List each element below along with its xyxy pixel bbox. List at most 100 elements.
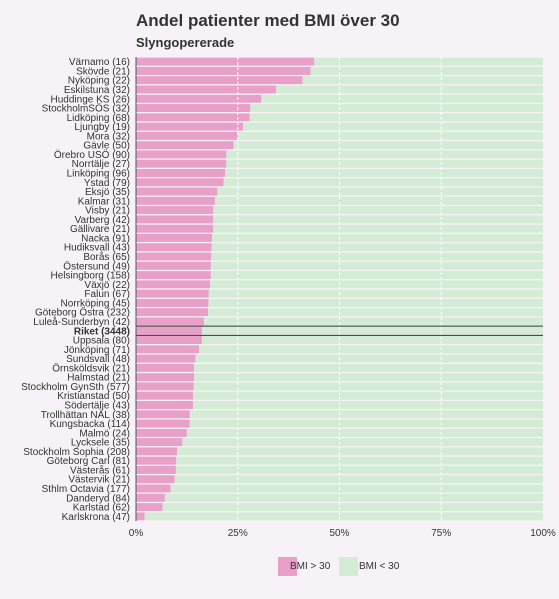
category-label-gavle-50: Gävle (50) [83,141,130,152]
bar-bmi-over-30-linkoping-96 [136,169,226,177]
bar-bmi-under-30-goteborg-ostra-232 [208,308,543,317]
category-label-linkoping-96: Linköping (96) [67,169,130,180]
category-label-kalmar-31: Kalmar (31) [78,196,130,207]
bar-bmi-under-30-kungsbacka-114 [189,419,543,428]
category-label-stockholm-gynsth-577: Stockholm GynSth (577) [21,382,130,393]
bar-bmi-over-30-lycksele-35 [136,438,183,447]
bar-bmi-over-30-vasteras-61 [136,465,176,474]
category-label-sthlm-octavia-177: Sthlm Octavia (177) [42,484,130,495]
category-label-visby-21: Visby (21) [85,206,130,217]
bar-bmi-under-30-orebro-uso-90 [226,150,543,159]
category-label-danderyd-84: Danderyd (84) [66,493,130,504]
bar-bmi-under-30-ljungby-19 [243,122,543,131]
bar-bmi-under-30-eksjo-35 [217,187,543,196]
category-label-malmo-24: Malmö (24) [79,428,130,439]
category-label-eksjo-35: Eksjö (35) [85,187,130,198]
category-label-nacka-91: Nacka (91) [81,233,130,244]
bar-bmi-under-30-stockholmsos-32 [250,104,543,113]
bar-bmi-over-30-mora-32 [136,131,238,140]
bar-bmi-under-30-stockholm-gynsth-577 [193,382,543,391]
category-label-karlskrona-47: Karlskrona (47) [62,512,130,523]
bar-bmi-over-30-jonkoping-71 [136,345,200,354]
bar-bmi-under-30-gavle-50 [233,141,543,150]
bar-bmi-under-30-karlstad-62 [162,503,543,512]
bar-bmi-over-30-sthlm-octavia-177 [136,484,171,493]
bar-bmi-over-30-helsingborg-158 [136,271,211,280]
x-tick-label-2: 50% [329,528,349,539]
category-label-vaxjo-22: Växjö (22) [84,280,130,291]
bar-bmi-under-30-riket-3448 [201,326,543,335]
category-label-mora-32: Mora (32) [87,131,130,142]
bar-bmi-under-30-nykoping-22 [302,76,543,85]
category-label-skovde-21: Skövde (21) [76,66,130,77]
bar-bmi-over-30-lidkoping-68 [136,113,250,122]
category-label-nykoping-22: Nyköping (22) [68,76,130,87]
bar-bmi-under-30-malmo-24 [186,428,543,437]
bar-bmi-over-30-goteborg-carl-81 [136,456,177,465]
bar-bmi-under-30-vastervik-21 [174,475,544,484]
bar-bmi-over-30-varnamo-16 [136,57,315,66]
bar-bmi-over-30-skovde-21 [136,66,311,75]
bar-bmi-under-30-varberg-42 [213,215,543,224]
bar-bmi-over-30-stockholm-sophia-208 [136,447,178,456]
bar-bmi-under-30-boras-65 [211,252,544,261]
bar-bmi-over-30-vastervik-21 [136,475,175,484]
bar-bmi-over-30-malmo-24 [136,428,187,437]
bar-bmi-over-30-norrkoping-45 [136,298,209,307]
category-label-varberg-42: Varberg (42) [75,215,130,226]
bar-bmi-over-30-stockholm-gynsth-577 [136,382,194,391]
bar-bmi-over-30-danderyd-84 [136,493,165,502]
bar-bmi-over-30-karlskrona-47 [136,512,145,521]
bar-bmi-over-30-ornskoldsvik-21 [136,363,195,372]
category-label-jonkoping-71: Jönköping (71) [64,345,130,356]
category-label-orebro-uso-90: Örebro USÖ (90) [54,149,130,161]
bar-bmi-over-30-visby-21 [136,206,214,215]
bar-bmi-under-30-lulea-sunderbyn-42 [203,317,543,326]
category-label-ljungby-19: Ljungby (19) [74,122,130,133]
bar-bmi-over-30-kristianstad-50 [136,391,193,400]
bar-bmi-under-30-skovde-21 [310,66,543,75]
category-label-norrtalje-27: Norrtälje (27) [72,159,130,170]
bar-bmi-over-30-ljungby-19 [136,122,244,131]
legend-swatch-bmi-over-30 [278,557,297,576]
chart-title: Andel patienter med BMI över 30 [136,11,400,30]
bar-bmi-over-30-norrtalje-27 [136,159,227,168]
bar-bmi-under-30-karlskrona-47 [144,512,543,521]
bar-bmi-under-30-halmstad-21 [194,373,544,382]
bar-bmi-under-30-sundsvall-48 [195,354,543,363]
bar-bmi-under-30-jonkoping-71 [199,345,543,354]
category-label-karlstad-62: Karlstad (62) [73,503,130,514]
bar-bmi-over-30-goteborg-ostra-232 [136,308,209,317]
bar-bmi-over-30-kungsbacka-114 [136,419,190,428]
bar-bmi-under-30-varnamo-16 [314,57,543,66]
bar-bmi-under-30-lycksele-35 [182,438,543,447]
bar-bmi-under-30-lidkoping-68 [249,113,544,122]
bar-bmi-under-30-hudiksvall-43 [211,243,543,252]
legend-label-bmi-over-30: BMI > 30 [290,561,331,572]
category-label-ostersund-49: Östersund (49) [63,260,130,272]
bar-bmi-under-30-visby-21 [213,206,543,215]
category-label-ystad-79: Ystad (79) [84,178,130,189]
bar-bmi-under-30-danderyd-84 [164,493,543,502]
category-label-huddinge-ks-26: Huddinge KS (26) [51,94,131,105]
bar-bmi-over-30-hudiksvall-43 [136,243,212,252]
bar-bmi-over-30-eskilstuna-32 [136,85,277,94]
bar-bmi-under-30-eskilstuna-32 [276,85,543,94]
category-label-lidkoping-68: Lidköping (68) [67,113,130,124]
bar-bmi-over-30-sodertalje-43 [136,401,193,409]
category-label-lycksele-35: Lycksele (35) [71,438,130,449]
category-label-uppsala-80: Uppsala (80) [73,336,130,347]
category-label-goteborg-ostra-232: Göteborg Östra (232) [35,307,130,319]
bar-bmi-over-30-halmstad-21 [136,373,195,382]
bar-bmi-over-30-huddinge-ks-26 [136,94,262,103]
bar-bmi-under-30-sthlm-octavia-177 [170,484,543,493]
bar-bmi-under-30-falun-67 [208,289,543,298]
x-tick-label-4: 100% [530,528,556,539]
bar-bmi-under-30-norrkoping-45 [208,298,544,307]
x-tick-label-0: 0% [129,528,144,539]
category-label-lulea-sunderbyn-42: Luleå-Sunderbyn (42) [33,316,130,328]
category-label-kristianstad-50: Kristianstad (50) [57,391,130,402]
bar-bmi-under-30-ostersund-49 [210,261,543,270]
category-label-trollhattan-nal-38: Trollhättan NÄL (38) [41,409,130,421]
category-label-falun-67: Falun (67) [84,289,130,300]
